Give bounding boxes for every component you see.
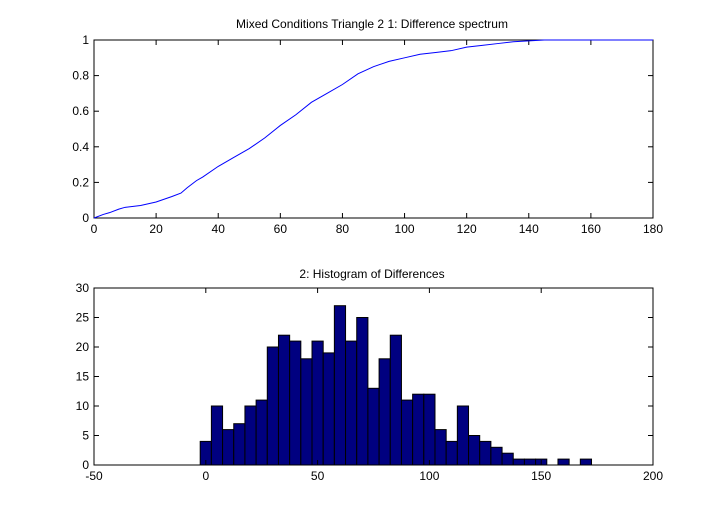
histogram-bar — [210, 405, 224, 466]
histogram-bar — [456, 405, 470, 466]
histogram-y-ticks: 0 5 10 15 20 25 30 — [76, 281, 653, 472]
histogram-bar — [579, 458, 593, 466]
cdf-xtick-label: 120 — [457, 222, 477, 236]
histogram-bar — [233, 423, 246, 466]
histogram-bars — [199, 305, 593, 466]
histogram-bar — [423, 393, 436, 466]
histogram-bar — [255, 399, 268, 466]
histogram-ytick-label: 20 — [76, 340, 90, 354]
histogram-ytick-label: 30 — [76, 281, 90, 295]
histogram-bar — [333, 305, 347, 466]
cdf-xtick-label: 140 — [519, 222, 539, 236]
cdf-y-ticks: 0 0.2 0.4 0.6 0.8 1 — [72, 33, 653, 225]
histogram-subplot: 2: Histogram of Differences -50 0 50 100 150… — [76, 267, 664, 483]
histogram-xtick-label: 200 — [643, 469, 663, 483]
histogram-bar — [356, 317, 369, 466]
histogram-xtick-label: 50 — [311, 469, 325, 483]
histogram-ytick-label: 15 — [76, 370, 90, 384]
cdf-title: Mixed Conditions Triangle 2 1: Differenc… — [236, 17, 508, 31]
cdf-line — [93, 39, 653, 219]
cdf-ytick-label: 0.4 — [72, 140, 89, 154]
histogram-bar — [300, 358, 313, 466]
cdf-xtick-label: 80 — [336, 222, 350, 236]
cdf-xtick-label: 60 — [274, 222, 288, 236]
cdf-xtick-label: 0 — [91, 222, 98, 236]
histogram-x-ticks: -50 0 50 100 150 200 — [85, 288, 663, 483]
histogram-bar — [479, 440, 492, 466]
histogram-xtick-label: 150 — [531, 469, 551, 483]
histogram-bar — [523, 458, 537, 466]
histogram-xtick-label: 100 — [419, 469, 439, 483]
histogram-bar — [345, 340, 358, 466]
histogram-ytick-label: 5 — [82, 429, 89, 443]
histogram-bar — [512, 458, 525, 466]
histogram-bar — [400, 399, 414, 466]
histogram-bar — [266, 346, 279, 466]
cdf-xtick-label: 40 — [212, 222, 226, 236]
cdf-xtick-label: 100 — [395, 222, 415, 236]
histogram-bar — [557, 458, 570, 466]
cdf-ytick-label: 0.8 — [72, 69, 89, 83]
histogram-xtick-label: 0 — [202, 469, 209, 483]
histogram-bar — [244, 405, 257, 466]
histogram-bar — [434, 429, 447, 466]
histogram-bar — [412, 393, 425, 466]
histogram-bar — [501, 452, 514, 466]
histogram-bar — [289, 340, 302, 466]
cdf-ytick-label: 0.2 — [72, 175, 89, 189]
cdf-x-ticks: 0 20 40 60 80 100 120 140 160 180 — [91, 40, 663, 236]
histogram-bar — [367, 387, 380, 466]
cdf-ytick-label: 1 — [82, 33, 89, 47]
histogram-bar — [445, 440, 458, 466]
histogram-bar — [222, 429, 235, 466]
histogram-bar — [277, 334, 291, 466]
histogram-bar — [311, 340, 324, 466]
cdf-ytick-label: 0.6 — [72, 104, 89, 118]
histogram-bar — [468, 435, 481, 466]
cdf-xtick-label: 160 — [581, 222, 601, 236]
histogram-bar — [490, 446, 503, 466]
histogram-bar — [378, 358, 391, 466]
histogram-ytick-label: 10 — [76, 399, 90, 413]
histogram-bar — [389, 334, 402, 466]
cdf-xtick-label: 180 — [643, 222, 663, 236]
cdf-ytick-label: 0 — [82, 211, 89, 225]
histogram-bar — [322, 352, 335, 466]
histogram-ytick-label: 25 — [76, 311, 90, 325]
histogram-ytick-label: 0 — [82, 458, 89, 472]
cdf-xtick-label: 20 — [149, 222, 163, 236]
cdf-subplot: Mixed Conditions Triangle 2 1: Differenc… — [72, 17, 663, 236]
histogram-xtick-label: -50 — [85, 469, 103, 483]
histogram-title: 2: Histogram of Differences — [299, 267, 444, 281]
